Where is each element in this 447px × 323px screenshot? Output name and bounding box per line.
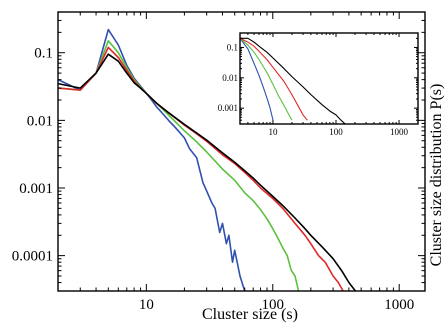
inset-series-line-4 — [240, 37, 346, 125]
inset-plot: 10 100 1000 0.1 0.01 0.001 — [218, 32, 419, 137]
inset-x-tick-label: 100 — [329, 127, 343, 137]
x-axis-title: Cluster size (s) — [202, 306, 298, 323]
inset-series-line-2 — [239, 37, 293, 121]
inset-y-tick-label: 0.001 — [218, 103, 238, 113]
main-series-line-4 — [57, 53, 357, 292]
main-x-tick-label: 100 — [262, 297, 285, 313]
main-y-tick-label: 0.1 — [34, 46, 53, 62]
main-frame — [57, 11, 426, 292]
inset-series-line-1 — [239, 37, 274, 121]
main-plot: 10 100 1000 0.1 0.01 0.001 0.0001 — [12, 11, 426, 313]
main-series-line-1 — [57, 28, 246, 292]
main-y-tick-label: 0.01 — [27, 113, 53, 129]
inset-x-tick-label: 1000 — [390, 127, 409, 137]
inset-frame — [239, 32, 419, 125]
inset-series-line-3 — [239, 37, 308, 121]
inset-y-tick-label: 0.01 — [222, 73, 238, 83]
main-y-tick-label: 0.0001 — [12, 249, 53, 265]
main-x-tick-label: 1000 — [384, 297, 414, 313]
y-axis-title: Cluster size distribution P(s) — [428, 84, 445, 267]
inset-x-tick-label: 10 — [268, 127, 278, 137]
main-x-tick-label: 10 — [139, 297, 154, 313]
main-series-line-2 — [57, 39, 300, 292]
inset-y-tick-label: 0.1 — [227, 42, 238, 52]
main-series-line-3 — [57, 46, 344, 292]
main-y-tick-label: 0.001 — [19, 181, 53, 197]
